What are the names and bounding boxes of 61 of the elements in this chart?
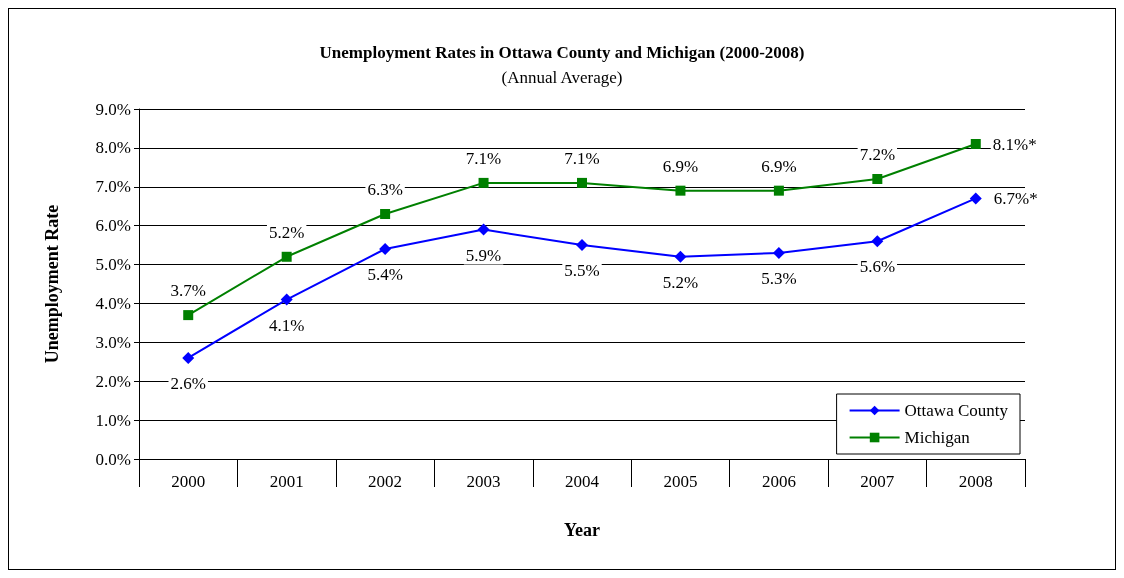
data-label: 6.3% [367, 180, 403, 199]
y-tick-label: 7.0% [95, 177, 131, 197]
y-tick-label: 1.0% [95, 410, 131, 430]
x-tick-label: 2003 [466, 472, 501, 491]
data-label: 4.1% [268, 315, 305, 335]
point [773, 185, 784, 196]
point [675, 185, 686, 196]
x-tick-label: 2001 [269, 472, 304, 491]
y-tick-label: 9.0% [95, 99, 131, 119]
data-label: 8.1%* [992, 134, 1037, 154]
point [280, 293, 293, 306]
point [970, 139, 981, 149]
y-tick-label: 5.0% [95, 255, 131, 275]
data-label: 5.5% [564, 261, 600, 281]
x-tick-label: 2008 [958, 472, 993, 491]
x-tick-label: 2000 [171, 472, 206, 491]
point [379, 243, 392, 255]
x-axis-title: Year [564, 520, 600, 540]
data-label: 5.2% [662, 272, 699, 292]
data-label: 6.9% [662, 156, 699, 176]
legend-label: Michigan [904, 428, 971, 447]
data-label: 6.7%* [993, 188, 1038, 208]
point [969, 192, 982, 205]
chart-subtitle: (Annual Average) [501, 68, 623, 87]
y-tick-label: 2.0% [95, 371, 131, 391]
point [380, 209, 391, 219]
data-label: 7.2% [859, 145, 896, 164]
data-label: 5.6% [859, 257, 896, 277]
x-tick-label: 2005 [663, 472, 698, 491]
data-label: 5.2% [268, 222, 305, 242]
x-tick-label: 2002 [368, 472, 403, 491]
legend-label: Ottawa County [904, 401, 1009, 420]
point [772, 246, 785, 259]
data-label: 5.4% [367, 265, 403, 284]
y-tick-label: 0.0% [95, 449, 131, 469]
x-tick-label: 2006 [761, 472, 796, 491]
chart-title: Unemployment Rates in Ottawa County and Michigan (2000-2008) [319, 43, 805, 62]
x-tick-label: 2004 [565, 472, 600, 491]
y-tick-label: 8.0% [95, 138, 131, 158]
data-label: 6.9% [761, 156, 797, 176]
data-label: 2.6% [170, 373, 206, 393]
y-axis-title: Unemployment Rate [42, 204, 62, 364]
data-label: 5.9% [465, 245, 502, 265]
data-label: 3.7% [170, 281, 206, 301]
point [183, 310, 194, 321]
point [182, 351, 195, 364]
x-tick-label: 2007 [860, 472, 895, 491]
data-label: 7.1% [465, 148, 502, 168]
point [281, 251, 292, 262]
point [577, 177, 587, 188]
point [872, 174, 883, 184]
point [478, 177, 489, 188]
data-label: 5.3% [761, 268, 797, 288]
point [477, 223, 490, 236]
point [871, 235, 884, 248]
point [674, 250, 687, 263]
y-tick-label: 6.0% [95, 216, 131, 236]
y-tick-label: 3.0% [95, 332, 131, 352]
point [576, 239, 588, 252]
data-label: 7.1% [564, 148, 600, 168]
y-tick-label: 4.0% [95, 293, 131, 313]
